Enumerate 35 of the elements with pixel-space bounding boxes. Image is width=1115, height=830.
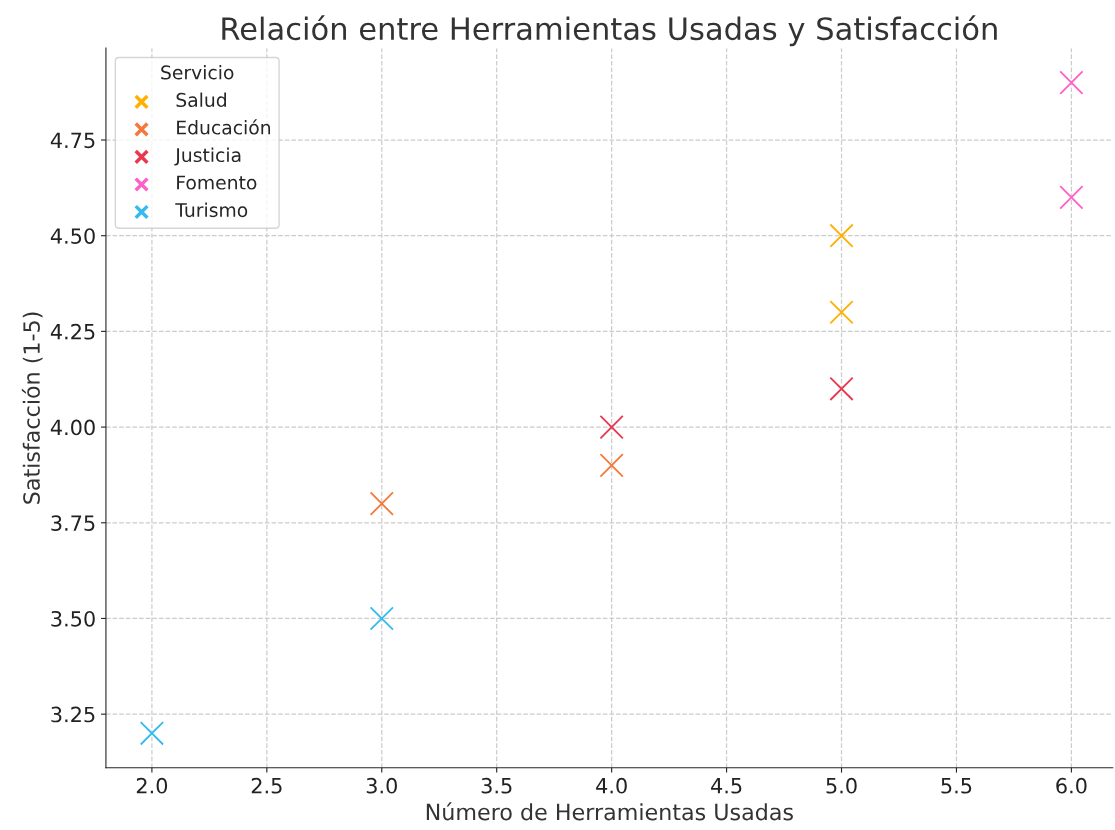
legend-title: Servicio: [161, 65, 234, 80]
x-tick-label: 5.0: [826, 777, 857, 794]
point: [1059, 185, 1084, 210]
legend-label: Educación: [177, 119, 271, 135]
legend-label: Turismo: [175, 202, 248, 218]
point: [139, 721, 165, 746]
x-tick-label: 3.0: [366, 777, 397, 794]
point: [599, 414, 624, 440]
point: [599, 453, 624, 478]
x-axis-title: Número de Herramientas Usadas: [426, 802, 793, 821]
y-tick-label: 3.75: [51, 515, 95, 531]
point: [369, 606, 394, 631]
y-tick-label: 4.25: [50, 323, 95, 340]
y-axis-title: Satisfacción (1-5): [21, 312, 43, 504]
point: [1059, 70, 1084, 95]
legend-label: Fomento: [177, 175, 257, 190]
y-tick-label: 4.00: [50, 419, 95, 436]
point: [829, 376, 854, 401]
point: [829, 300, 854, 325]
y-tick-label: 4.50: [50, 228, 95, 244]
point: [829, 223, 854, 248]
x-tick-label: 3.5: [481, 777, 512, 794]
y-tick-label: 4.75: [50, 132, 95, 149]
y-tick-label: 3.25: [51, 706, 95, 723]
x-tick-label: 5.5: [941, 778, 972, 794]
x-tick-label: 2.5: [251, 777, 282, 794]
x-tick-label: 4.0: [596, 777, 627, 794]
x-tick-label: 6.0: [1056, 777, 1087, 794]
point: [369, 491, 394, 516]
legend-label: Salud: [176, 92, 226, 108]
x-tick-label: 4.5: [711, 778, 742, 794]
chart-title: Relación entre Herramientas Usadas y Satisfacción: [222, 15, 997, 47]
y-tick-label: 3.50: [51, 610, 95, 627]
legend-label: Justicia: [174, 147, 241, 166]
x-tick-label: 2.0: [136, 777, 168, 794]
